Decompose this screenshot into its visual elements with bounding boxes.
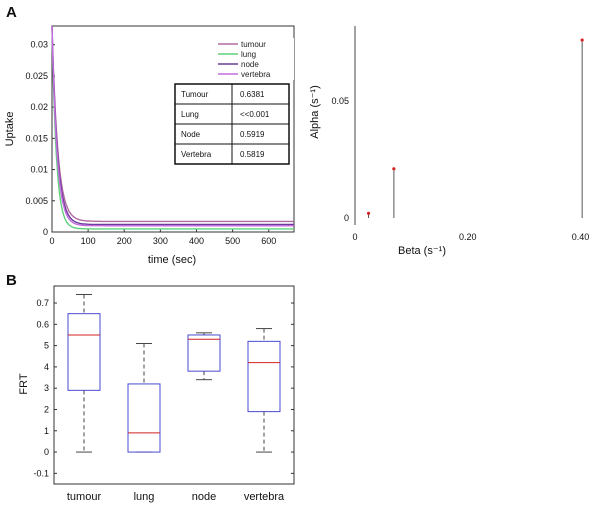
frt-ytick-label: -0.1	[33, 468, 49, 478]
uptake-plot-frame	[51, 25, 295, 233]
frt-ytick-label: 1	[44, 426, 49, 436]
uptake-line-node	[51, 25, 294, 226]
uptake-legend: tumour lung node vertebra	[214, 38, 294, 80]
alpha-beta-ytick-label: 0.05	[331, 96, 349, 106]
uptake-table: Tumour 0.6381 Lung <<0.001 Node 0.5919 V…	[174, 83, 290, 165]
uptake-line-lung	[51, 25, 294, 230]
alpha-beta-point-1	[366, 211, 371, 215]
uptake-xtick-label: 300	[153, 236, 168, 246]
table-value-vertebra: 0.5819	[240, 150, 265, 159]
frt-category-vertebra: vertebra	[244, 491, 285, 503]
frt-box-tumour	[67, 313, 101, 391]
frt-plot-frame	[53, 285, 295, 485]
alpha-beta-xtick-label: 0	[352, 232, 357, 242]
uptake-line-tumour	[51, 25, 294, 223]
uptake-ytick-label: 0.025	[25, 71, 48, 81]
uptake-xtick-label: 400	[189, 236, 204, 246]
legend-text-vertebra: vertebra	[241, 70, 271, 79]
uptake-xtick-label: 600	[261, 236, 276, 246]
table-value-tumour: 0.6381	[240, 90, 265, 99]
table-label-node: Node	[181, 130, 201, 139]
frt-ytick-label: 2	[44, 404, 49, 414]
table-value-lung: <<0.001	[240, 110, 270, 119]
table-label-tumour: Tumour	[181, 90, 209, 99]
frt-category-lung: lung	[134, 491, 155, 503]
legend-text-node: node	[241, 60, 259, 69]
uptake-ytick-label: 0.03	[30, 40, 48, 50]
uptake-xtick-label: 200	[117, 236, 132, 246]
frt-box-vertebra	[247, 340, 281, 413]
alpha-beta-ytick-label: 0	[344, 213, 349, 223]
frt-box-lung	[127, 383, 161, 453]
frt-boxes	[67, 294, 281, 453]
uptake-xlabel: time (sec)	[148, 254, 196, 266]
frt-ytick-label: 0.7	[36, 298, 49, 308]
alpha-beta-axes: 0 0.20 0.40 0 0.05	[331, 26, 589, 242]
uptake-ytick-label: 0.005	[25, 196, 48, 206]
frt-ylabel: FRT	[18, 373, 30, 394]
table-value-node: 0.5919	[240, 130, 265, 139]
uptake-ytick-label: 0.02	[30, 102, 48, 112]
table-label-lung: Lung	[181, 110, 199, 119]
panel-a-label: A	[6, 4, 17, 21]
alpha-beta-xtick-label: 0.20	[459, 232, 477, 242]
frt-category-node: node	[192, 491, 216, 503]
uptake-xtick-label: 500	[225, 236, 240, 246]
frt-ytick-label: 5	[44, 341, 49, 351]
uptake-series	[51, 25, 294, 230]
legend-text-tumour: tumour	[241, 40, 266, 49]
uptake-ytick-label: 0	[43, 227, 48, 237]
uptake-ytick-label: 0.01	[30, 165, 48, 175]
alpha-beta-ylabel: Alpha (s⁻¹)	[309, 85, 321, 139]
uptake-chart: 0 100 200 300 400 500 600 0 0.005 0.01 0.015 0.02 0.…	[4, 25, 295, 266]
frt-category-tumour: tumour	[67, 491, 102, 503]
table-label-vertebra: Vertebra	[181, 150, 212, 159]
legend-text-lung: lung	[241, 50, 256, 59]
uptake-line-vertebra	[51, 25, 294, 227]
frt-ytick-label: 0	[44, 447, 49, 457]
frt-boxplot: -0.1 0 1 2 3 4 5 0.6 0.7 tumour lung node vertebra F…	[18, 285, 295, 503]
frt-ytick-label: 4	[44, 362, 49, 372]
frt-ytick-label: 0.6	[36, 319, 49, 329]
alpha-beta-xtick-label: 0.40	[572, 232, 590, 242]
alpha-beta-point-3	[580, 38, 584, 42]
uptake-axes: 0 100 200 300 400 500 600 0 0.005 0.01 0.015 0.02 0.…	[25, 25, 295, 246]
frt-box-node	[187, 334, 221, 372]
panel-b-label: B	[6, 272, 17, 289]
alpha-beta-chart: 0 0.20 0.40 0 0.05 Beta (s⁻¹) Alpha (s⁻¹)	[309, 26, 589, 257]
uptake-xtick-label: 100	[81, 236, 96, 246]
alpha-beta-xlabel: Beta (s⁻¹)	[398, 245, 446, 257]
uptake-ylabel: Uptake	[4, 112, 16, 147]
uptake-ytick-label: 0.015	[25, 133, 48, 143]
frt-ytick-label: 3	[44, 383, 49, 393]
alpha-beta-points	[366, 38, 584, 218]
alpha-beta-point-2	[392, 167, 396, 171]
uptake-xtick-label: 0	[49, 236, 54, 246]
frt-axes: -0.1 0 1 2 3 4 5 0.6 0.7 tumour lung node vertebra	[33, 285, 295, 503]
